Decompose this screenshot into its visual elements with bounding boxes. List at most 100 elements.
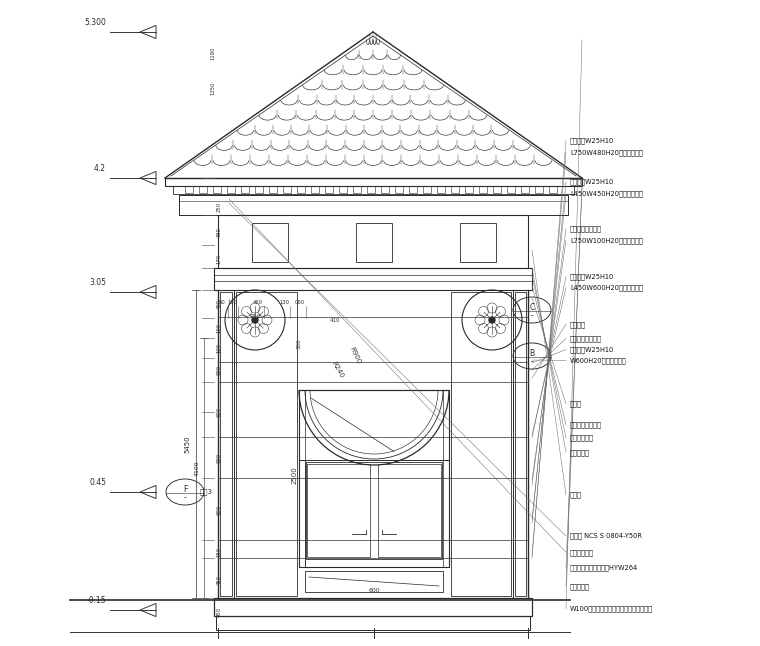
Text: 600: 600: [217, 365, 221, 375]
Text: 3.05: 3.05: [89, 278, 106, 287]
Bar: [179, 195, 568, 215]
Text: 1180: 1180: [211, 47, 216, 59]
Text: B: B: [530, 348, 534, 357]
Bar: [356, 223, 392, 262]
Bar: [549, 186, 557, 193]
Text: 装饰件: 装饰件: [570, 401, 582, 407]
Text: 250: 250: [217, 202, 221, 212]
Text: 5450: 5450: [184, 435, 190, 453]
Bar: [199, 186, 207, 193]
Bar: [255, 186, 263, 193]
Text: 1350: 1350: [211, 81, 216, 95]
Text: 火烧面霞红石饰线: 火烧面霞红石饰线: [570, 421, 602, 428]
Bar: [409, 186, 417, 193]
Text: 表面白色平涂: 表面白色平涂: [570, 435, 594, 441]
Bar: [173, 186, 574, 194]
Text: 2500: 2500: [292, 466, 298, 484]
Bar: [395, 186, 403, 193]
Bar: [465, 186, 473, 193]
Bar: [515, 292, 526, 596]
Bar: [165, 178, 582, 186]
Text: 铝合金窗: 铝合金窗: [570, 321, 586, 328]
Bar: [185, 186, 193, 193]
Bar: [236, 292, 297, 596]
Text: 170: 170: [217, 254, 221, 264]
Text: -: -: [530, 357, 534, 366]
Text: 表面白色平涂: 表面白色平涂: [570, 549, 594, 556]
Bar: [299, 390, 449, 567]
Text: 上留止口W25H10: 上留止口W25H10: [570, 138, 614, 144]
Circle shape: [252, 317, 258, 323]
Text: 滴水线: 滴水线: [570, 492, 582, 498]
Text: C: C: [530, 302, 534, 311]
Text: 600: 600: [217, 407, 221, 417]
Text: 砂红色面瓦: 砂红色面瓦: [570, 583, 590, 590]
Text: 450: 450: [217, 575, 221, 585]
Bar: [307, 464, 370, 557]
Bar: [213, 186, 221, 193]
Text: 100: 100: [217, 343, 221, 353]
Text: 600: 600: [217, 453, 221, 463]
Text: W100红色压脊瓦（参考顺德鸿业屋面瓦）: W100红色压脊瓦（参考顺德鸿业屋面瓦）: [570, 605, 653, 612]
Bar: [325, 186, 333, 193]
Text: R900: R900: [348, 346, 362, 364]
Text: L450W600H20火烧面霞红石: L450W600H20火烧面霞红石: [570, 284, 643, 291]
Bar: [353, 186, 361, 193]
Text: 400: 400: [217, 299, 221, 309]
Bar: [493, 186, 501, 193]
Bar: [283, 186, 291, 193]
Bar: [460, 223, 496, 262]
Text: -: -: [184, 494, 186, 503]
Bar: [535, 186, 543, 193]
Text: 100: 100: [227, 300, 237, 304]
Bar: [216, 616, 530, 630]
Text: 火烧面霞红石饰线: 火烧面霞红石饰线: [570, 335, 602, 342]
Text: 300: 300: [296, 339, 302, 349]
Bar: [227, 186, 235, 193]
Bar: [241, 186, 249, 193]
Bar: [252, 223, 288, 262]
Text: R240: R240: [331, 360, 345, 379]
Text: 上留止口W25H10: 上留止口W25H10: [570, 273, 614, 280]
Text: 600: 600: [368, 587, 380, 592]
Circle shape: [489, 317, 495, 323]
Text: 950: 950: [249, 313, 261, 318]
Bar: [437, 186, 445, 193]
Text: 饰獱3: 饰獱3: [200, 488, 213, 495]
Text: 水泥预制件: 水泥预制件: [570, 449, 590, 455]
Text: F: F: [183, 484, 187, 494]
Bar: [311, 186, 319, 193]
Text: W600H20火烧面霞红石: W600H20火烧面霞红石: [570, 357, 627, 364]
Text: -: -: [530, 311, 534, 320]
Bar: [305, 571, 443, 592]
Text: 0.45: 0.45: [89, 478, 106, 487]
Bar: [214, 268, 532, 290]
Bar: [507, 186, 515, 193]
Text: 150: 150: [217, 547, 221, 557]
Text: 410: 410: [330, 317, 340, 322]
Bar: [220, 292, 232, 596]
Text: 5.300: 5.300: [84, 18, 106, 27]
Text: 130: 130: [279, 300, 289, 304]
Bar: [378, 464, 441, 557]
Text: 100: 100: [217, 323, 221, 333]
Bar: [269, 186, 277, 193]
Bar: [423, 186, 431, 193]
Bar: [218, 215, 528, 268]
Text: 上留止口W25H10: 上留止口W25H10: [570, 179, 614, 185]
Text: 600: 600: [217, 505, 221, 515]
Text: 330: 330: [217, 227, 221, 237]
Text: 上留止口W25H10: 上留止口W25H10: [570, 346, 614, 353]
Bar: [339, 186, 347, 193]
Text: 450: 450: [217, 607, 221, 617]
Bar: [479, 186, 487, 193]
Text: L750W480H20火烧面霞红石: L750W480H20火烧面霞红石: [570, 149, 643, 156]
Bar: [451, 292, 511, 596]
Bar: [367, 186, 375, 193]
Text: 参考顺德鸿业红色备彩HYW264: 参考顺德鸿业红色备彩HYW264: [570, 565, 638, 571]
Text: -0.15: -0.15: [87, 596, 106, 605]
Bar: [451, 186, 459, 193]
Text: 060: 060: [295, 300, 305, 304]
Text: 4100: 4100: [195, 460, 200, 476]
Text: 颜色参 NCS S 0804-Y50R: 颜色参 NCS S 0804-Y50R: [570, 533, 642, 539]
